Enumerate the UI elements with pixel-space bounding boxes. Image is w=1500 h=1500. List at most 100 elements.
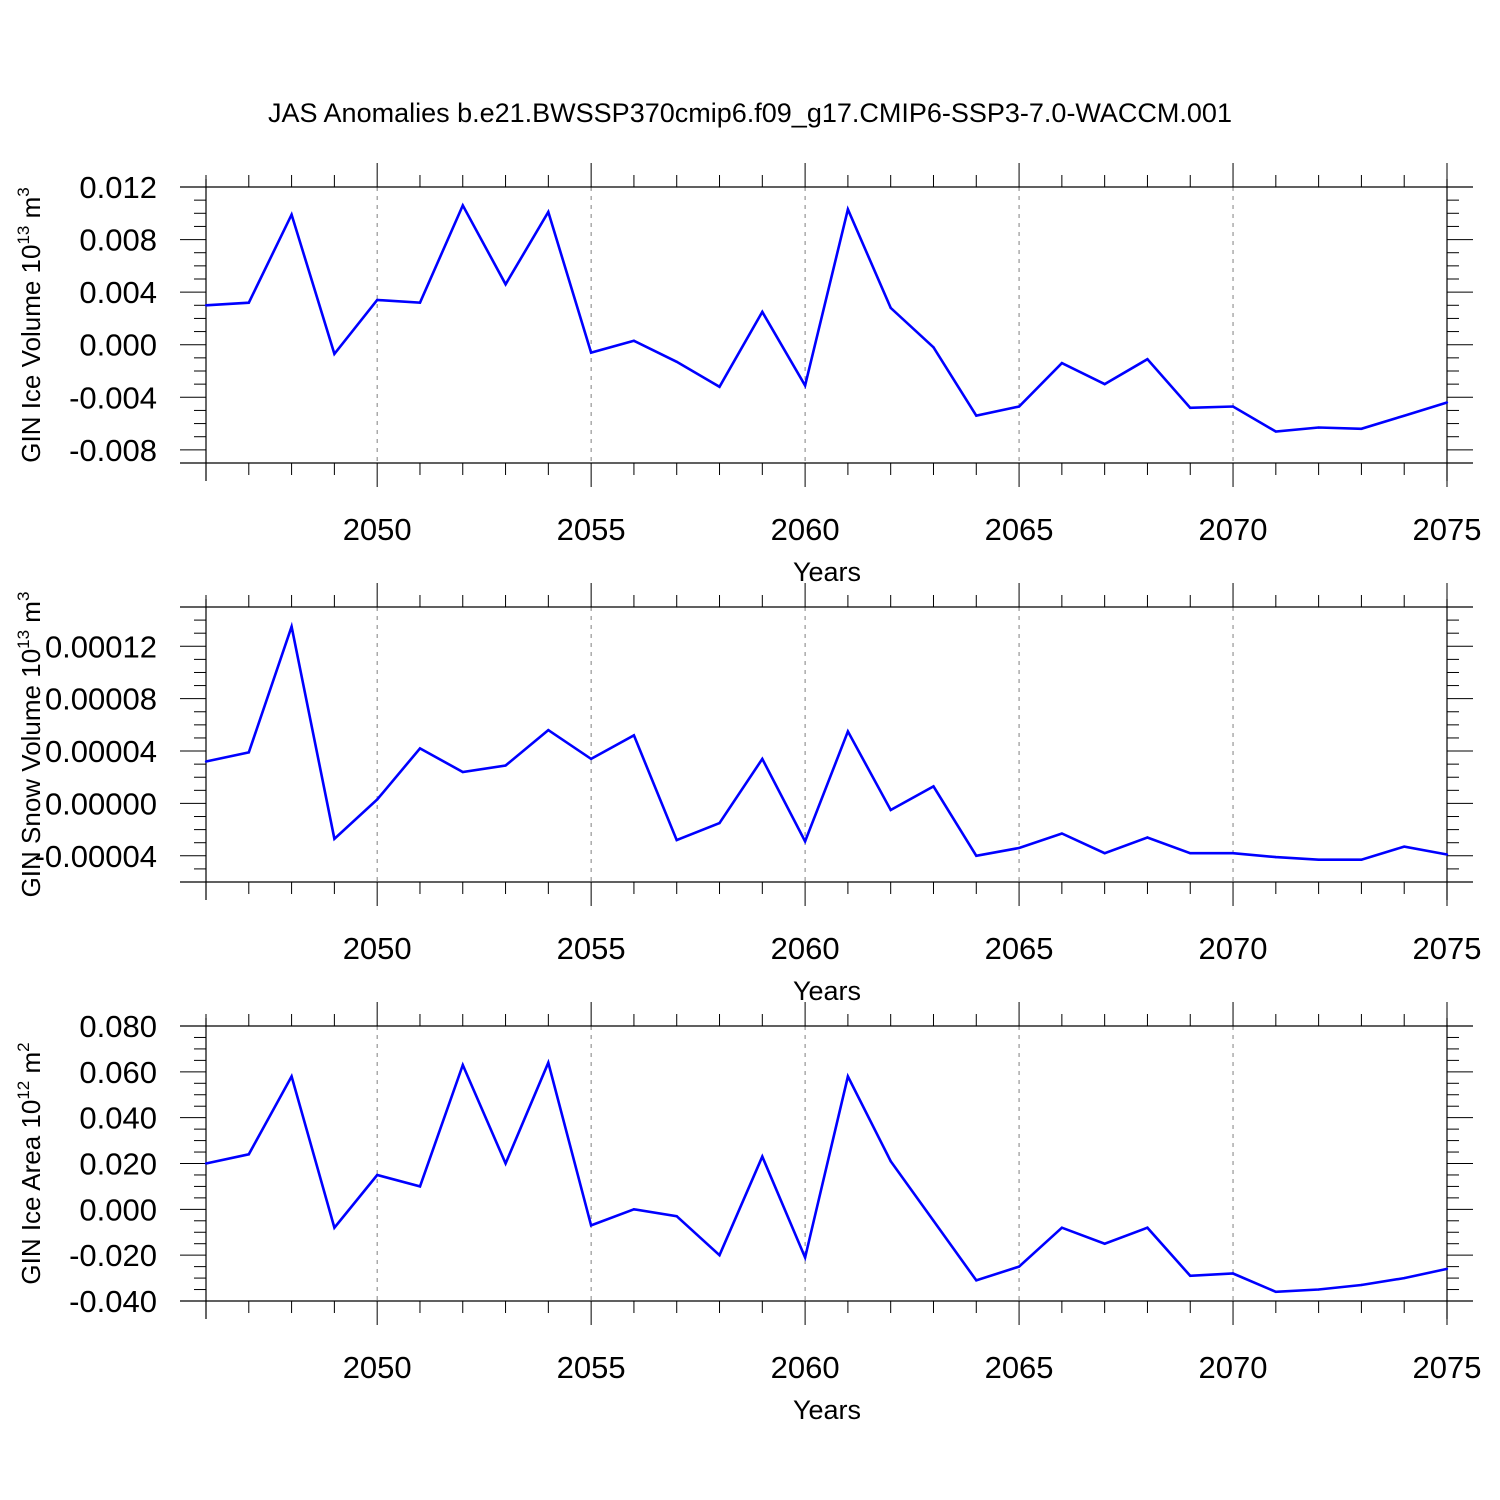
y-axis-label: GIN Snow Volume 1013 m3 bbox=[14, 592, 46, 898]
data-point bbox=[932, 785, 935, 788]
data-point bbox=[803, 384, 807, 387]
data-point bbox=[1060, 832, 1064, 835]
data-point bbox=[1146, 1226, 1149, 1229]
data-point bbox=[1017, 846, 1021, 850]
data-point bbox=[1189, 851, 1192, 855]
data-point bbox=[1103, 1242, 1106, 1245]
data-point bbox=[589, 351, 593, 354]
data-point bbox=[547, 728, 550, 732]
series-line bbox=[205, 621, 1448, 862]
x-axis-label: Years bbox=[793, 1395, 861, 1425]
data-point bbox=[718, 385, 721, 388]
y-axis-label: GIN Ice Area 1012 m2 bbox=[14, 1042, 46, 1284]
y-tick-label: 0.008 bbox=[79, 223, 157, 258]
data-point bbox=[1231, 851, 1235, 855]
data-point bbox=[1360, 427, 1363, 431]
data-point bbox=[1274, 855, 1278, 859]
data-point bbox=[932, 346, 935, 349]
data-point bbox=[290, 625, 293, 628]
data-point bbox=[846, 208, 850, 211]
data-point bbox=[632, 339, 636, 342]
data-point bbox=[889, 808, 892, 812]
data-point bbox=[1189, 406, 1192, 409]
data-point bbox=[204, 1162, 208, 1165]
data-point bbox=[803, 1256, 807, 1259]
data-point bbox=[333, 1226, 336, 1229]
data-point bbox=[461, 770, 464, 774]
data-point bbox=[247, 751, 250, 754]
y-tick-label: -0.004 bbox=[69, 380, 157, 415]
data-point bbox=[375, 1173, 379, 1177]
x-tick-label: 2060 bbox=[771, 512, 840, 547]
data-point bbox=[204, 304, 208, 307]
x-tick-label: 2060 bbox=[771, 1350, 840, 1385]
y-axis-label-text: GIN Snow Volume 10 bbox=[16, 649, 46, 898]
y-tick-label: 0.000 bbox=[79, 328, 157, 363]
x-tick-label: 2050 bbox=[343, 931, 412, 966]
y-tick-label: -0.008 bbox=[69, 433, 157, 468]
y-tick-label: -0.040 bbox=[69, 1284, 157, 1319]
series-line bbox=[205, 1058, 1448, 1294]
data-point bbox=[718, 821, 721, 825]
data-point bbox=[632, 734, 636, 737]
y-tick-label: -0.00004 bbox=[35, 839, 157, 874]
data-point bbox=[1231, 1272, 1235, 1275]
x-tick-label: 2070 bbox=[1199, 1350, 1268, 1385]
x-tick-label: 2075 bbox=[1413, 931, 1482, 966]
data-point bbox=[761, 310, 764, 314]
data-point bbox=[504, 764, 507, 767]
data-point bbox=[333, 837, 336, 840]
data-point bbox=[589, 1224, 593, 1227]
x-tick-label: 2060 bbox=[771, 931, 840, 966]
x-tick-label: 2055 bbox=[557, 512, 626, 547]
data-point bbox=[589, 757, 593, 761]
y-tick-label: 0.00000 bbox=[45, 786, 157, 821]
data-point bbox=[1445, 401, 1449, 404]
data-point bbox=[333, 352, 336, 356]
y-tick-label: 0.020 bbox=[79, 1147, 157, 1182]
data-point bbox=[247, 1153, 250, 1156]
panel-3: -0.040 -0.020 0.000 0.020 0.040 0.060 0.080 205… bbox=[14, 1002, 1481, 1425]
data-point bbox=[1317, 858, 1320, 861]
y-tick-label: 0.00012 bbox=[45, 629, 157, 664]
data-point bbox=[803, 840, 807, 843]
data-point bbox=[547, 210, 550, 214]
panel-1: -0.008 -0.004 0.000 0.004 0.008 0.012 2050 2055… bbox=[14, 163, 1481, 587]
data-point bbox=[1445, 1267, 1449, 1271]
data-point bbox=[418, 1185, 422, 1188]
data-point bbox=[418, 301, 422, 304]
data-point bbox=[1403, 845, 1406, 848]
panel-2: -0.00004 0.00000 0.00004 0.00008 0.00012 2050… bbox=[14, 583, 1481, 1006]
x-axis-label: Years bbox=[793, 976, 861, 1006]
data-point bbox=[632, 1208, 636, 1211]
data-point bbox=[1360, 1283, 1363, 1287]
data-point bbox=[290, 1075, 293, 1078]
data-point bbox=[846, 730, 850, 733]
data-point bbox=[1317, 426, 1320, 429]
y-axis-label-text: GIN Ice Volume 10 bbox=[16, 245, 46, 463]
data-point bbox=[889, 1160, 892, 1163]
data-point bbox=[1060, 361, 1064, 365]
y-tick-label: 0.004 bbox=[79, 275, 157, 310]
x-tick-label: 2065 bbox=[985, 512, 1054, 547]
x-tick-label: 2055 bbox=[557, 1350, 626, 1385]
data-point bbox=[761, 1155, 764, 1158]
data-point bbox=[1360, 858, 1363, 861]
y-axis-label-superscript: 2 bbox=[14, 1042, 33, 1051]
data-point bbox=[1146, 357, 1149, 361]
y-axis-label-text: m bbox=[16, 601, 46, 630]
data-point bbox=[975, 1279, 978, 1282]
y-tick-label: 0.00008 bbox=[45, 682, 157, 717]
data-point bbox=[1274, 430, 1278, 433]
x-tick-label: 2070 bbox=[1199, 512, 1268, 547]
y-tick-label: -0.020 bbox=[69, 1238, 157, 1273]
data-point bbox=[290, 213, 293, 216]
data-point bbox=[1445, 853, 1449, 856]
data-point bbox=[975, 854, 978, 858]
y-tick-label: 0.012 bbox=[79, 170, 157, 205]
data-point bbox=[889, 306, 892, 310]
data-point bbox=[846, 1075, 850, 1078]
data-point bbox=[1403, 1276, 1406, 1280]
y-axis-label-superscript: 12 bbox=[14, 1081, 33, 1100]
